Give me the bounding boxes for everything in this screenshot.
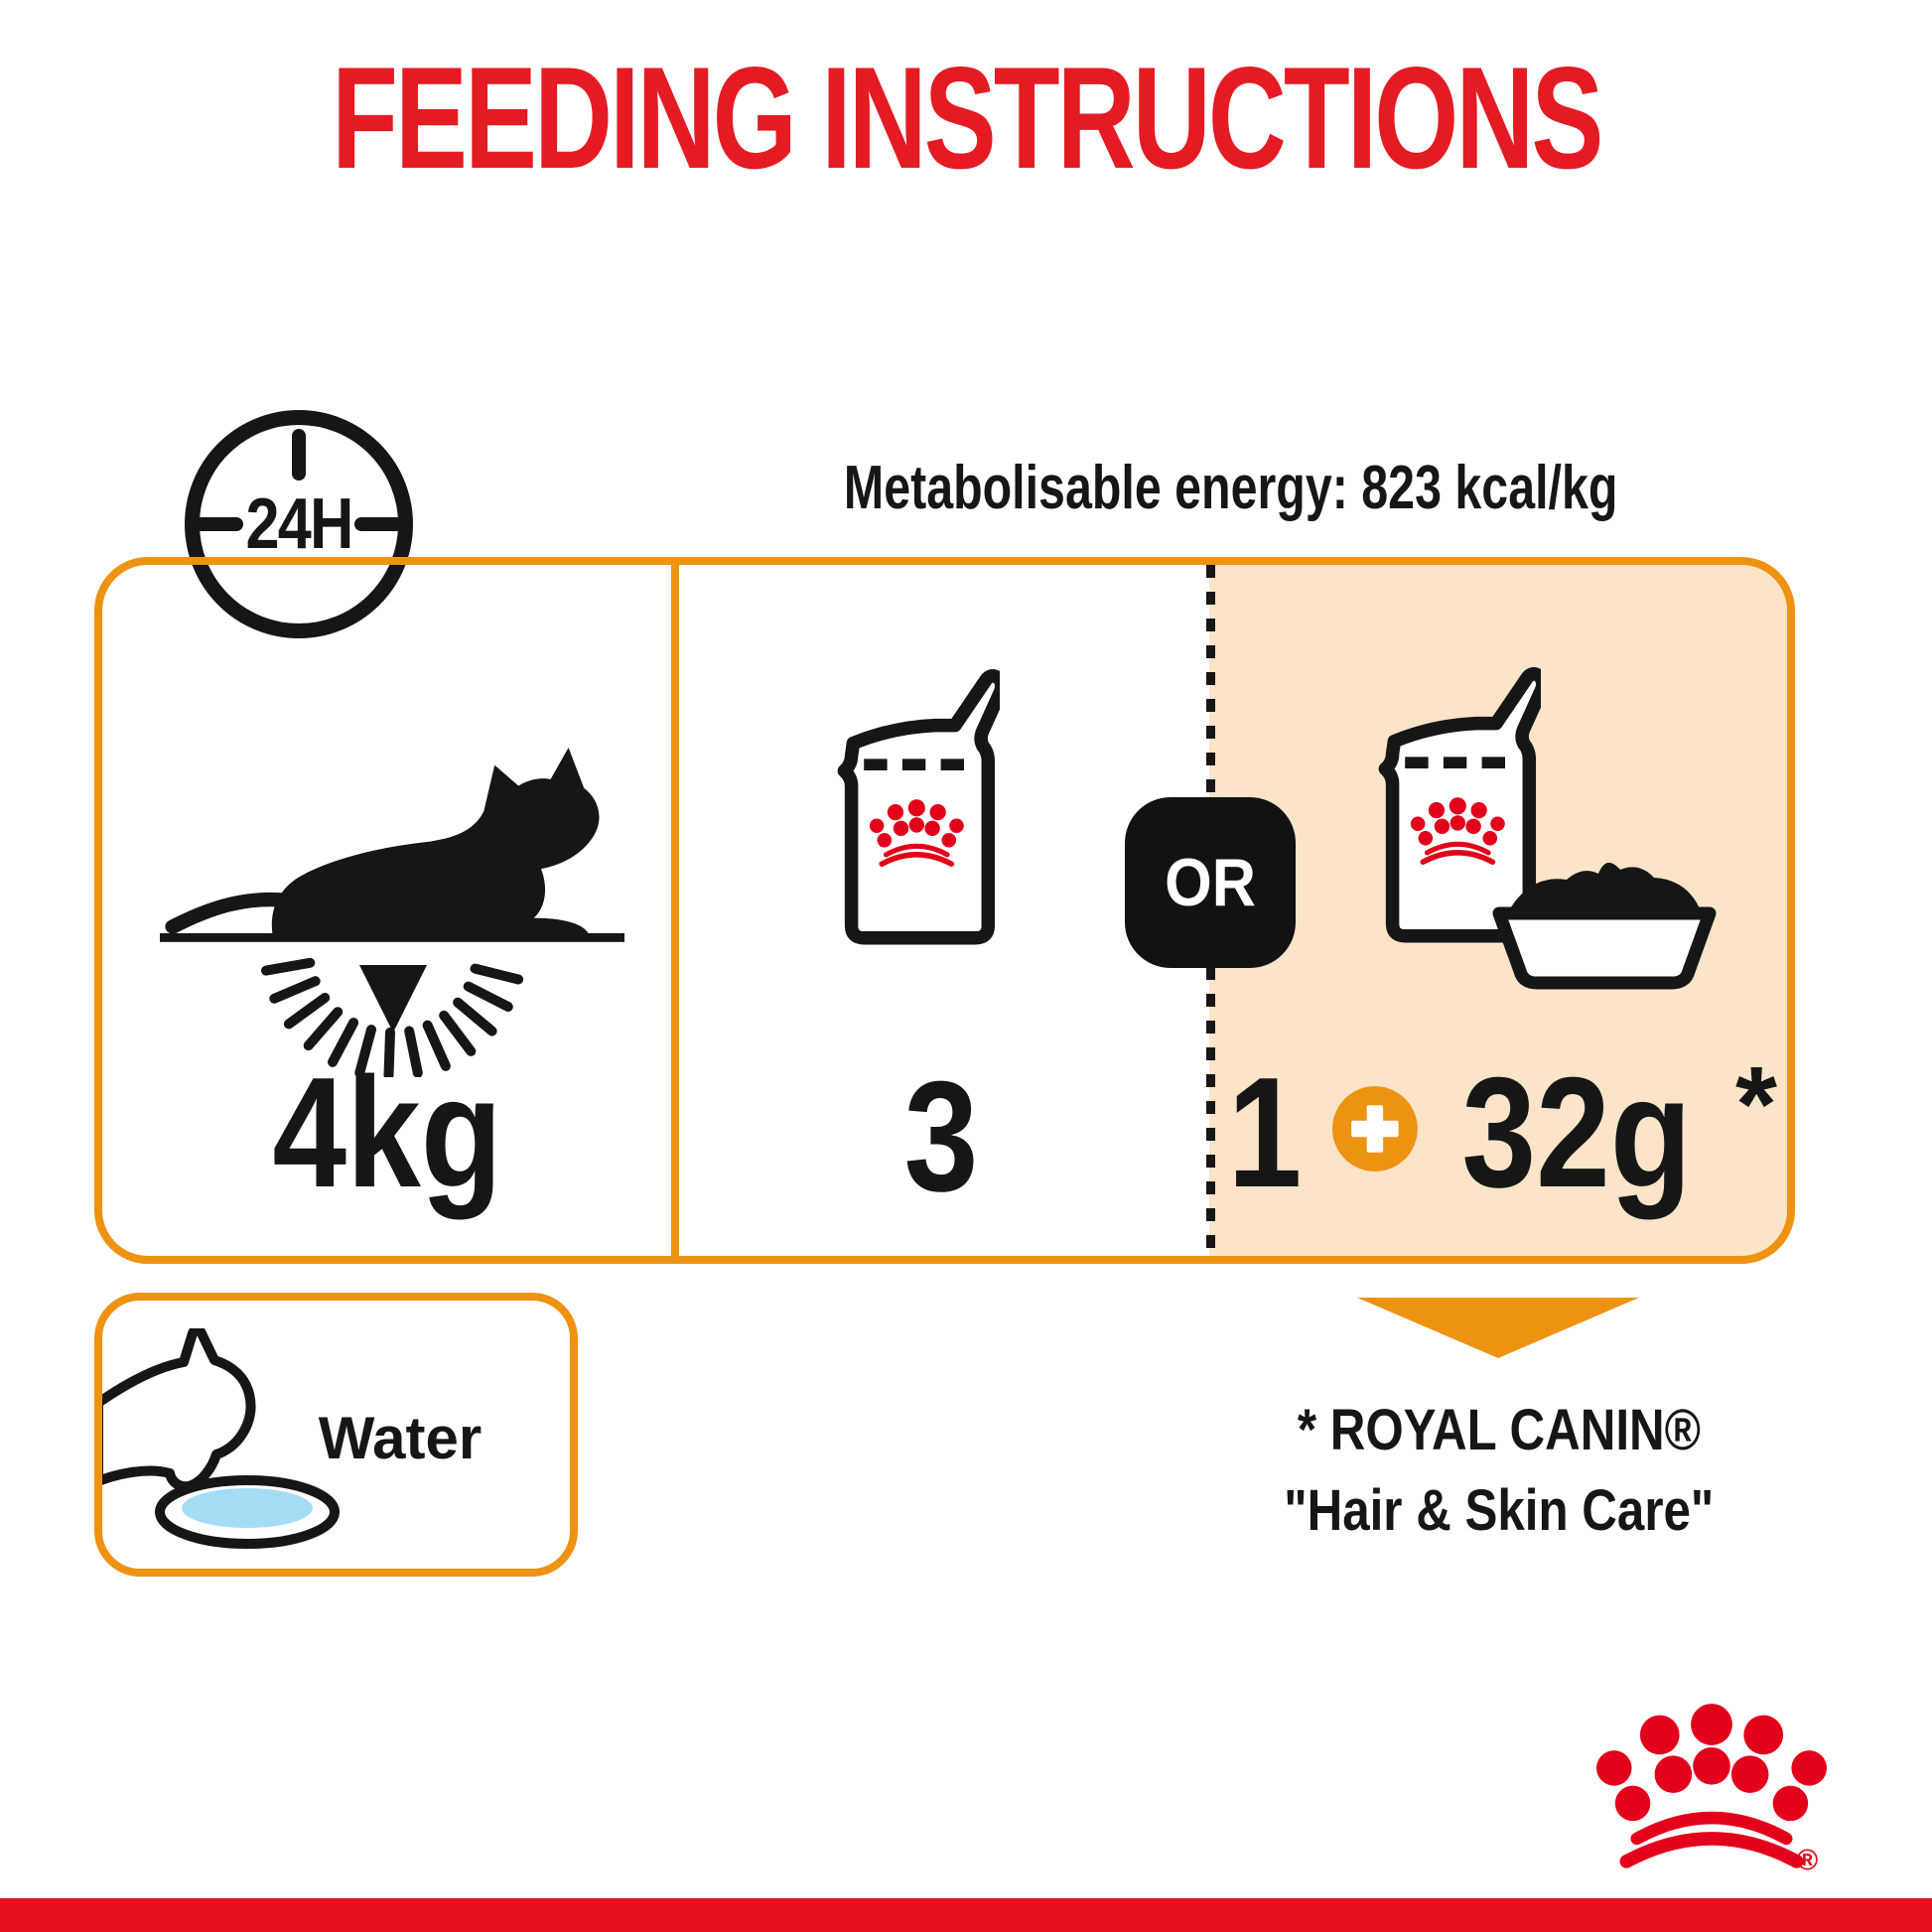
registered-mark: ®	[1797, 1845, 1819, 1876]
cat-weight-label: 4kg	[272, 1045, 502, 1220]
column-divider	[671, 565, 679, 1256]
royal-canin-crown-icon	[869, 799, 964, 868]
or-label: OR	[1165, 845, 1256, 920]
footnote-line2: "Hair & Skin Care"	[1284, 1478, 1715, 1544]
footnote-line1: * ROYAL CANIN®	[1297, 1398, 1702, 1462]
kibble-amount: 32g	[1461, 1045, 1692, 1220]
pouch-count-label: 3	[903, 1049, 979, 1224]
metabolisable-energy-note: Metabolisable energy: 823 kcal/kg	[843, 454, 1618, 522]
royal-canin-crown-logo: ®	[1596, 1704, 1827, 1876]
mixed-pouch-count: 1	[1227, 1045, 1303, 1220]
wet-food-pouch-icon	[837, 669, 1000, 945]
lying-cat-silhouette	[160, 748, 624, 942]
clock-tick-9	[194, 517, 243, 531]
footnote-marker: *	[1734, 1043, 1777, 1164]
bottom-red-bar	[0, 1898, 1932, 1932]
cat-drinking-icon	[102, 1328, 340, 1549]
24h-clock-icon: 24H	[185, 410, 413, 638]
water-label: Water	[318, 1405, 483, 1471]
page-title: FEEDING INSTRUCTIONS	[331, 37, 1603, 199]
clock-label: 24H	[245, 484, 353, 564]
footnote: * ROYAL CANIN® "Hair & Skin Care"	[1191, 1390, 1807, 1551]
water-box: Water	[94, 1293, 578, 1577]
mixed-feeding-amounts: 1 32g *	[1221, 1045, 1777, 1220]
clock-tick-3	[354, 517, 404, 531]
weight-gauge-icon	[261, 957, 524, 1077]
clock-tick-12	[292, 429, 306, 481]
plus-icon	[1331, 1086, 1418, 1172]
kibble-bowl-icon	[1492, 862, 1717, 990]
cat-weight-icon	[160, 748, 624, 1077]
or-badge: OR	[1125, 797, 1296, 968]
down-arrow-icon	[1357, 1298, 1639, 1358]
royal-canin-crown-icon	[1410, 797, 1505, 866]
